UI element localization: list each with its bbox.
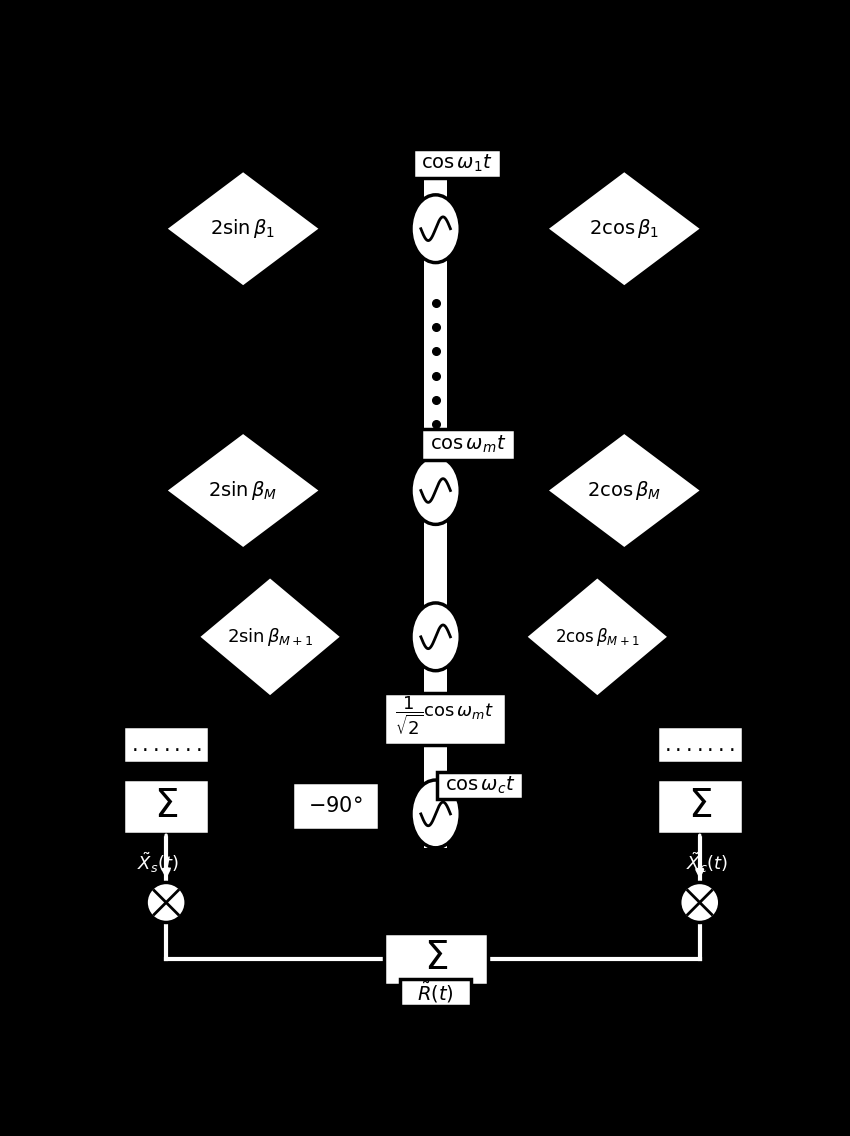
Text: $.......$: $.......$ <box>131 735 201 754</box>
Text: $2\sin\beta_{M+1}$: $2\sin\beta_{M+1}$ <box>227 626 314 648</box>
Text: $2\sin\beta_1$: $2\sin\beta_1$ <box>211 217 275 240</box>
Polygon shape <box>166 172 320 286</box>
Text: $-90°$: $-90°$ <box>309 796 363 817</box>
Polygon shape <box>526 577 669 696</box>
Text: $\tilde{X}_c(t)$: $\tilde{X}_c(t)$ <box>686 850 728 875</box>
Text: $\tilde{X}_s(t)$: $\tilde{X}_s(t)$ <box>138 850 179 875</box>
Polygon shape <box>547 172 701 286</box>
FancyBboxPatch shape <box>656 778 743 834</box>
Polygon shape <box>199 577 342 696</box>
Text: $2\cos\beta_{M+1}$: $2\cos\beta_{M+1}$ <box>555 626 639 648</box>
Ellipse shape <box>411 457 460 525</box>
Text: $2\cos\beta_1$: $2\cos\beta_1$ <box>589 217 660 240</box>
FancyBboxPatch shape <box>400 979 471 1006</box>
Ellipse shape <box>411 603 460 670</box>
FancyBboxPatch shape <box>656 726 743 763</box>
FancyBboxPatch shape <box>384 693 506 745</box>
Text: $2\sin\beta_M$: $2\sin\beta_M$ <box>208 479 278 502</box>
FancyBboxPatch shape <box>424 291 447 436</box>
FancyBboxPatch shape <box>383 933 488 985</box>
Text: $.......$: $.......$ <box>665 735 735 754</box>
FancyBboxPatch shape <box>123 726 209 763</box>
Ellipse shape <box>411 780 460 847</box>
Text: $\Sigma$: $\Sigma$ <box>688 787 711 825</box>
Text: $\cos\omega_1 t$: $\cos\omega_1 t$ <box>422 152 493 174</box>
Text: $\tilde{R}(t)$: $\tilde{R}(t)$ <box>417 980 454 1005</box>
Polygon shape <box>166 433 320 549</box>
Circle shape <box>680 883 720 922</box>
Text: $\dfrac{1}{\sqrt{2}}\cos\omega_m t$: $\dfrac{1}{\sqrt{2}}\cos\omega_m t$ <box>395 694 495 737</box>
FancyBboxPatch shape <box>413 149 501 178</box>
FancyBboxPatch shape <box>437 771 524 800</box>
Ellipse shape <box>411 195 460 262</box>
Text: $2\cos\beta_M$: $2\cos\beta_M$ <box>587 479 661 502</box>
Circle shape <box>146 883 186 922</box>
FancyBboxPatch shape <box>421 429 515 460</box>
FancyBboxPatch shape <box>424 177 447 847</box>
Text: $\cos\omega_m t$: $\cos\omega_m t$ <box>430 434 506 456</box>
Text: $\cos\omega_c t$: $\cos\omega_c t$ <box>445 775 516 796</box>
Text: $\Sigma$: $\Sigma$ <box>154 787 178 825</box>
Text: $\Sigma$: $\Sigma$ <box>423 941 448 977</box>
Polygon shape <box>547 433 701 549</box>
FancyBboxPatch shape <box>123 778 209 834</box>
FancyBboxPatch shape <box>292 783 378 830</box>
